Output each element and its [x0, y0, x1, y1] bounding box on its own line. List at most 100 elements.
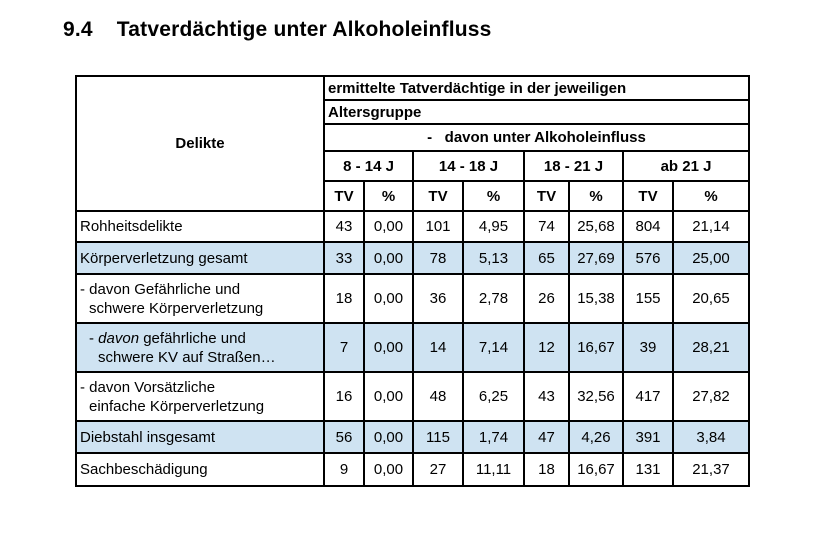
header-row-1: Delikte ermittelte Tatverdächtige in der… — [75, 75, 750, 212]
value-cell: 155 — [622, 273, 674, 324]
value-cell: 391 — [622, 420, 674, 454]
value-cell: 0,00 — [363, 210, 414, 243]
value-cell: 7,14 — [462, 322, 525, 373]
value-cell: 16,67 — [568, 452, 624, 487]
percent-column-header: % — [672, 180, 750, 212]
value-cell: 804 — [622, 210, 674, 243]
table-row-vorsaetzliche-einfache-kv: - davon Vorsätzliche einfache Körperverl… — [75, 371, 750, 422]
value-cell: 78 — [412, 241, 464, 275]
value-cell: 11,11 — [462, 452, 525, 487]
crime-stats-table: Delikte ermittelte Tatverdächtige in der… — [75, 75, 750, 487]
table-row-koerperverletzung-gesamt: Körperverletzung gesamt 33 0,00 78 5,13 … — [75, 241, 750, 275]
value-cell: 576 — [622, 241, 674, 275]
value-cell: 39 — [622, 322, 674, 373]
table-row-kv-auf-strassen: - davon gefährliche und schwere KV auf S… — [75, 322, 750, 373]
percent-column-header: % — [363, 180, 414, 212]
age-group-header-14-18: 14 - 18 J — [412, 150, 525, 182]
value-cell: 32,56 — [568, 371, 624, 422]
value-cell: 56 — [323, 420, 365, 454]
age-group-header-ab-21: ab 21 J — [622, 150, 750, 182]
value-cell: 27,82 — [672, 371, 750, 422]
row-label: Rohheitsdelikte — [75, 210, 325, 243]
value-cell: 5,13 — [462, 241, 525, 275]
value-cell: 36 — [412, 273, 464, 324]
header-row-2: Altersgruppe — [76, 99, 750, 125]
header-row-alcohol: - davon unter Alkoholeinfluss — [76, 123, 750, 152]
value-cell: 25,68 — [568, 210, 624, 243]
header-line2: Altersgruppe — [323, 99, 750, 125]
corner-header-delikte: Delikte — [75, 75, 325, 212]
value-cell: 28,21 — [672, 322, 750, 373]
section-number: 9.4 — [63, 18, 93, 41]
percent-column-header: % — [568, 180, 624, 212]
value-cell: 48 — [412, 371, 464, 422]
value-cell: 0,00 — [363, 273, 414, 324]
value-cell: 43 — [323, 210, 365, 243]
value-cell: 0,00 — [363, 322, 414, 373]
value-cell: 74 — [523, 210, 570, 243]
tv-column-header: TV — [622, 180, 674, 212]
row-label-line1: - davon Gefährliche und — [80, 280, 241, 298]
value-cell: 27 — [412, 452, 464, 487]
value-cell: 4,95 — [462, 210, 525, 243]
header-row-age-groups: 8 - 14 J 14 - 18 J 18 - 21 J ab 21 J — [76, 150, 750, 182]
value-cell: 65 — [523, 241, 570, 275]
value-cell: 26 — [523, 273, 570, 324]
value-cell: 3,84 — [672, 420, 750, 454]
row-label-line1: - davon gefährliche und — [80, 329, 320, 348]
row-label: - davon Vorsätzliche einfache Körperverl… — [75, 371, 325, 422]
value-cell: 0,00 — [363, 420, 414, 454]
value-cell: 9 — [323, 452, 365, 487]
tv-column-header: TV — [323, 180, 365, 212]
value-cell: 27,69 — [568, 241, 624, 275]
value-cell: 14 — [412, 322, 464, 373]
table-row-gefaehrliche-schwere-kv: - davon Gefährliche und schwere Körperve… — [75, 273, 750, 324]
row-label-line2: schwere KV auf Straßen… — [98, 348, 276, 366]
age-group-header-18-21: 18 - 21 J — [523, 150, 624, 182]
value-cell: 131 — [622, 452, 674, 487]
value-cell: 0,00 — [363, 241, 414, 275]
value-cell: 4,26 — [568, 420, 624, 454]
value-cell: 21,37 — [672, 452, 750, 487]
value-cell: 16,67 — [568, 322, 624, 373]
section-heading: 9.4 Tatverdächtige unter Alkoholeinfluss — [63, 18, 492, 42]
row-label: - davon gefährliche und schwere KV auf S… — [75, 322, 325, 373]
row-label-rest: gefährliche und — [139, 329, 246, 347]
row-label: Diebstahl insgesamt — [75, 420, 325, 454]
value-cell: 43 — [523, 371, 570, 422]
table-row-rohheitsdelikte: Rohheitsdelikte 43 0,00 101 4,95 74 25,6… — [75, 210, 750, 243]
age-group-header-8-14: 8 - 14 J — [323, 150, 414, 182]
value-cell: 6,25 — [462, 371, 525, 422]
section-title-text: Tatverdächtige unter Alkoholeinfluss — [116, 18, 492, 41]
value-cell: 47 — [523, 420, 570, 454]
value-cell: 15,38 — [568, 273, 624, 324]
value-cell: 18 — [523, 452, 570, 487]
header-line1: ermittelte Tatverdächtige in der jeweili… — [323, 75, 750, 101]
value-cell: 101 — [412, 210, 464, 243]
row-label: Sachbeschädigung — [75, 452, 325, 487]
value-cell: 115 — [412, 420, 464, 454]
value-cell: 16 — [323, 371, 365, 422]
row-label: - davon Gefährliche und schwere Körperve… — [75, 273, 325, 324]
tv-column-header: TV — [523, 180, 570, 212]
value-cell: 20,65 — [672, 273, 750, 324]
header-alcohol-subtitle: - davon unter Alkoholeinfluss — [323, 123, 750, 152]
value-cell: 1,74 — [462, 420, 525, 454]
table-row-diebstahl-insgesamt: Diebstahl insgesamt 56 0,00 115 1,74 47 … — [75, 420, 750, 454]
value-cell: 12 — [523, 322, 570, 373]
value-cell: 18 — [323, 273, 365, 324]
value-cell: 33 — [323, 241, 365, 275]
value-cell: 417 — [622, 371, 674, 422]
value-cell: 0,00 — [363, 371, 414, 422]
row-label: Körperverletzung gesamt — [75, 241, 325, 275]
value-cell: 0,00 — [363, 452, 414, 487]
row-label-dash: - — [89, 329, 99, 347]
value-cell: 7 — [323, 322, 365, 373]
row-label-davon-italic: davon — [98, 329, 140, 347]
row-label-line2: einfache Körperverletzung — [89, 397, 265, 415]
table-row-sachbeschaedigung: Sachbeschädigung 9 0,00 27 11,11 18 16,6… — [75, 452, 750, 487]
value-cell: 25,00 — [672, 241, 750, 275]
value-cell: 21,14 — [672, 210, 750, 243]
row-label-line2: schwere Körperverletzung — [89, 299, 264, 317]
